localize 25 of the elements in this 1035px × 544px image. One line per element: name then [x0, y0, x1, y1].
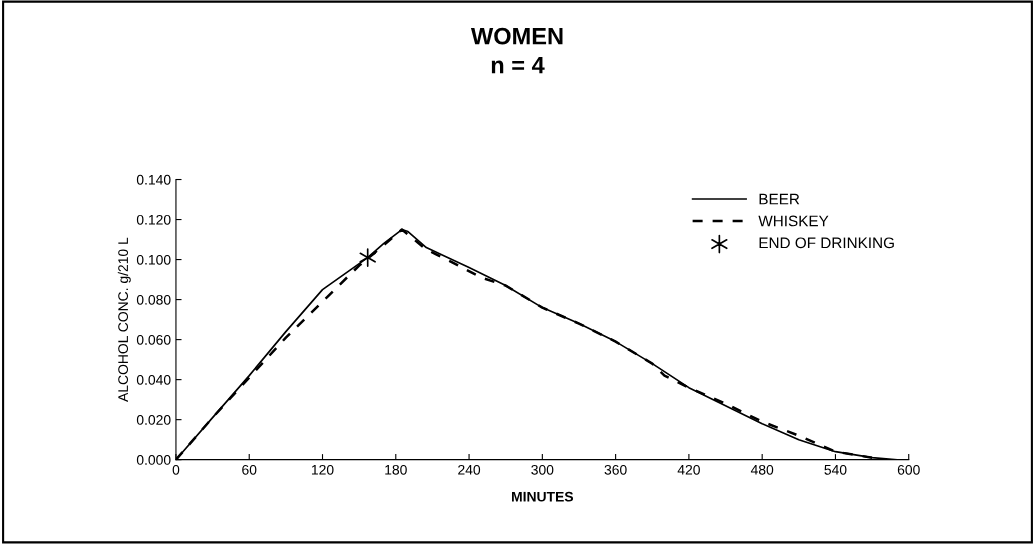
legend-label: END OF DRINKING [759, 237, 894, 249]
y-tick-label: 0.040 [136, 374, 171, 385]
y-tick-label: 0.120 [136, 214, 171, 225]
y-tick-label: 0.060 [136, 334, 171, 345]
x-tick-label: 300 [531, 464, 554, 475]
y-tick-label: 0.100 [136, 254, 171, 265]
x-tick-label: 420 [677, 464, 700, 475]
x-axis-title: MINUTES [512, 491, 574, 502]
legend-label: BEER [759, 193, 800, 205]
x-tick-label: 360 [604, 464, 627, 475]
legend-label: WHISKEY [758, 215, 829, 227]
y-axis-title: ALCOHOL CONC. g/210 L [117, 237, 131, 402]
y-tick-label: 0.000 [136, 455, 171, 465]
x-tick-label: 480 [750, 464, 774, 475]
x-tick-label: 540 [824, 464, 847, 475]
y-tick-label: 0.080 [136, 294, 171, 305]
x-tick-label: 0 [172, 464, 180, 475]
x-tick-label: 120 [311, 464, 334, 475]
chart-title: WOMEN n = 4 [470, 27, 563, 74]
x-tick-label: 180 [385, 464, 407, 475]
y-tick-label: 0.140 [136, 174, 171, 185]
x-tick-label: 240 [458, 464, 481, 475]
x-tick-label: 600 [897, 464, 920, 475]
x-tick-label: 60 [242, 464, 257, 475]
y-tick-label: 0.020 [136, 414, 171, 425]
